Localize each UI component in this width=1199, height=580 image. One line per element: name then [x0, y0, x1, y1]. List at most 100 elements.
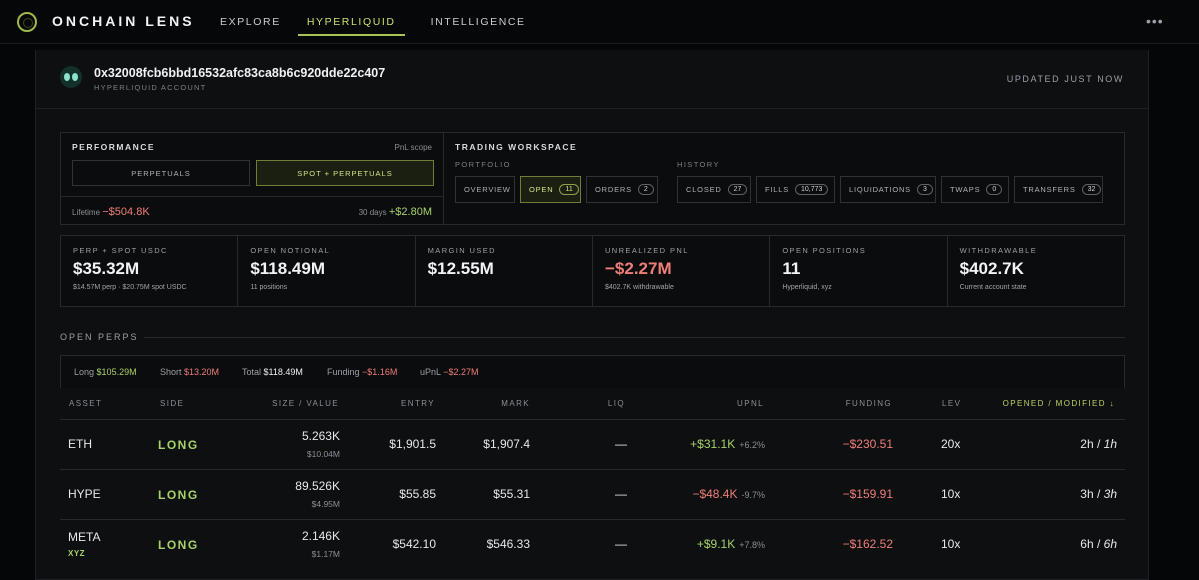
performance-card: PERFORMANCE PnL scope PERPETUALS SPOT + …: [60, 132, 444, 225]
modified-time: 6h: [1103, 537, 1117, 551]
twaps-button[interactable]: TWAPS 0: [941, 176, 1009, 203]
closed-label: CLOSED: [686, 185, 722, 194]
performance-footer: Lifetime −$504.8K 30 days +$2.80M: [61, 196, 443, 225]
brand-name[interactable]: ONCHAIN LENS: [52, 13, 195, 29]
positions-table-header: ASSET SIDE SIZE / VALUE ENTRY MARK LIQ U…: [60, 388, 1125, 420]
upnl-value: −$48.4K: [692, 487, 738, 501]
fills-label: FILLS: [765, 185, 790, 194]
col-funding[interactable]: FUNDING: [845, 399, 892, 408]
onchain-lens-logo-icon[interactable]: [17, 12, 37, 32]
col-liq[interactable]: LIQ: [607, 399, 625, 408]
open-count: 11: [559, 184, 579, 195]
summary-total: Total $118.49M: [242, 367, 303, 377]
long-value: $105.29M: [96, 367, 137, 377]
stat-withdrawable: WITHDRAWABLE $402.7K Current account sta…: [948, 236, 1124, 306]
transfers-button[interactable]: TRANSFERS 32: [1014, 176, 1103, 203]
stat-value: 11: [782, 259, 801, 278]
funding-value: −$1.16M: [362, 367, 398, 377]
stat-value: $12.55M: [427, 259, 494, 278]
orders-count: 2: [637, 184, 654, 195]
position-value: $1.17M: [311, 549, 340, 559]
upnl-percent: -9.7%: [741, 490, 765, 500]
leverage: 10x: [941, 537, 961, 551]
stat-label: OPEN NOTIONAL: [250, 246, 331, 255]
30days-label: 30 days: [358, 208, 387, 217]
workspace-title: TRADING WORKSPACE: [455, 142, 578, 152]
open-button[interactable]: OPEN 11: [520, 176, 581, 203]
perpetuals-button[interactable]: PERPETUALS: [72, 160, 250, 186]
stat-value: $35.32M: [73, 259, 140, 278]
upnl-value: +$31.1K: [690, 437, 736, 451]
leverage: 20x: [941, 437, 961, 451]
asset-name: HYPE: [68, 487, 101, 501]
liquidations-button[interactable]: LIQUIDATIONS 3: [840, 176, 936, 203]
liquidations-label: LIQUIDATIONS: [849, 185, 911, 194]
col-side[interactable]: SIDE: [160, 399, 185, 408]
summary-long: Long $105.29M: [74, 367, 137, 377]
spot-perpetuals-button[interactable]: SPOT + PERPETUALS: [256, 160, 434, 186]
hyperliquid-icon: [60, 66, 82, 88]
nav-tab-intelligence[interactable]: INTELLIGENCE: [430, 16, 526, 28]
col-mark[interactable]: MARK: [501, 399, 530, 408]
total-label: Total: [242, 367, 262, 377]
mark-price: $546.33: [486, 537, 530, 551]
lifetime-label: Lifetime: [72, 208, 101, 217]
position-value: $4.95M: [311, 499, 340, 509]
col-upnl[interactable]: UPNL: [737, 399, 764, 408]
nav-tab-explore[interactable]: EXPLORE: [220, 16, 281, 28]
opened-modified: 3h / 3h: [1080, 487, 1117, 501]
table-row[interactable]: HYPE LONG 89.526K $4.95M $55.85 $55.31 —…: [60, 470, 1125, 520]
side-value: LONG: [158, 488, 199, 502]
main-nav: EXPLORE HYPERLIQUID INTELLIGENCE: [220, 0, 552, 44]
account-address[interactable]: 0x32008fcb6bbd16532afc83ca8b6c920dde22c4…: [94, 66, 386, 80]
section-divider: [144, 337, 1125, 338]
col-entry[interactable]: ENTRY: [401, 399, 435, 408]
col-size-value[interactable]: SIZE / VALUE: [272, 399, 339, 408]
open-perps-title: OPEN PERPS: [60, 332, 139, 342]
overview-button[interactable]: OVERVIEW: [455, 176, 515, 203]
orders-label: ORDERS: [595, 185, 632, 194]
trading-workspace-card: TRADING WORKSPACE PORTFOLIO HISTORY OVER…: [444, 132, 1125, 225]
entry-price: $542.10: [392, 537, 436, 551]
stat-sub: $402.7K withdrawable: [604, 284, 674, 291]
closed-button[interactable]: CLOSED 27: [677, 176, 751, 203]
stat-open-positions: OPEN POSITIONS 11 Hyperliquid, xyz: [770, 236, 948, 306]
summary-upnl: uPnL −$2.27M: [420, 367, 478, 377]
total-value: $118.49M: [263, 367, 303, 377]
col-lev[interactable]: LEV: [942, 399, 962, 408]
30day-pnl: 30 days +$2.80M: [359, 206, 432, 218]
col-opened-modified-sort[interactable]: OPENED / MODIFIED ↓: [1002, 399, 1115, 408]
stat-sub: 11 positions: [250, 284, 288, 291]
stat-unrealized-pnl: UNREALIZED PNL −$2.27M $402.7K withdrawa…: [593, 236, 771, 306]
table-row[interactable]: META XYZ LONG 2.146K $1.17M $542.10 $546…: [60, 520, 1125, 570]
mark-price: $55.31: [493, 487, 530, 501]
upnl-value: +$9.1K: [696, 537, 736, 551]
size-value: 89.526K: [295, 479, 340, 493]
liquidations-count: 3: [916, 184, 933, 195]
funding-value: −$230.51: [842, 437, 893, 451]
more-menu-icon[interactable]: •••: [1146, 13, 1164, 29]
nav-tab-hyperliquid[interactable]: HYPERLIQUID: [297, 0, 405, 36]
stat-margin-used: MARGIN USED $12.55M: [416, 236, 593, 306]
stat-value: $402.7K: [959, 259, 1024, 278]
open-perps-summary: Long $105.29M Short $13.20M Total $118.4…: [60, 355, 1125, 388]
updated-status: UPDATED JUST NOW: [1006, 74, 1124, 84]
overview-label: OVERVIEW: [464, 185, 511, 194]
modified-time: 1h: [1103, 437, 1117, 451]
opened-time: 3h: [1080, 487, 1094, 501]
fills-count: 10,773: [795, 184, 829, 195]
pnl-scope-label: PnL scope: [394, 143, 432, 152]
short-value: $13.20M: [184, 367, 220, 377]
stat-sub: Current account state: [959, 284, 1027, 291]
orders-button[interactable]: ORDERS 2: [586, 176, 658, 203]
closed-count: 27: [727, 184, 748, 195]
funding-value: −$162.52: [842, 537, 893, 551]
open-label: OPEN: [529, 185, 554, 194]
liq-price: —: [615, 487, 627, 501]
fills-button[interactable]: FILLS 10,773: [756, 176, 835, 203]
col-asset[interactable]: ASSET: [69, 399, 103, 408]
table-row[interactable]: ETH LONG 5.263K $10.04M $1,901.5 $1,907.…: [60, 420, 1125, 470]
twaps-label: TWAPS: [950, 185, 981, 194]
stat-open-notional: OPEN NOTIONAL $118.49M 11 positions: [238, 236, 416, 306]
entry-price: $55.85: [399, 487, 436, 501]
